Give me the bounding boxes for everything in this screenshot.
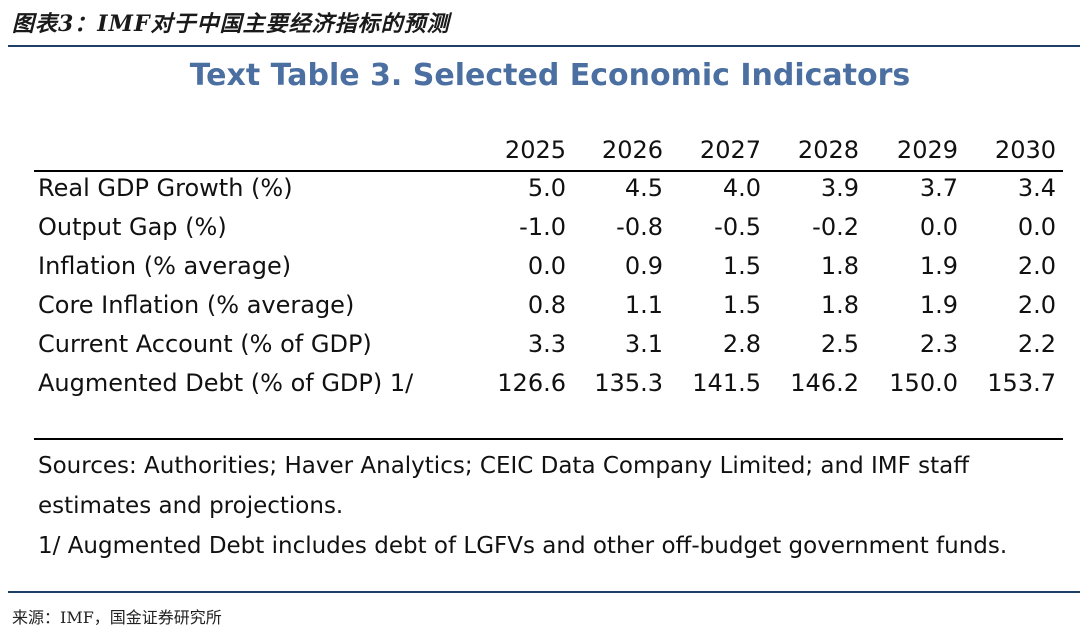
table-cell: 1.5 <box>722 252 761 280</box>
table-row: Output Gap (%) -1.0 -0.8 -0.5 -0.2 0.0 0… <box>0 213 1080 251</box>
table-cell: 135.3 <box>594 369 663 397</box>
row-label: Core Inflation (% average) <box>38 291 355 319</box>
table-cell: 3.4 <box>1017 174 1056 202</box>
table-cell: 146.2 <box>790 369 859 397</box>
table-cell: 126.6 <box>497 369 566 397</box>
footer-divider <box>34 438 1063 440</box>
table-cell: -0.8 <box>616 213 663 241</box>
year-header-row: 2025 2026 2027 2028 2029 2030 <box>0 136 1080 168</box>
year-header: 2028 <box>797 136 859 164</box>
row-label: Output Gap (%) <box>38 213 227 241</box>
table-cell: 4.0 <box>722 174 761 202</box>
figure-source: 来源：IMF，国金证券研究所 <box>12 608 222 627</box>
table-cell: 0.0 <box>527 252 566 280</box>
table-row: Current Account (% of GDP) 3.3 3.1 2.8 2… <box>0 330 1080 368</box>
table-title: Text Table 3. Selected Economic Indicato… <box>189 58 911 93</box>
row-label: Real GDP Growth (%) <box>38 174 293 202</box>
table-cell: 3.1 <box>624 330 663 358</box>
table-notes: Sources: Authorities; Haver Analytics; C… <box>38 446 1068 566</box>
table-cell: 153.7 <box>987 369 1056 397</box>
table-cell: -0.2 <box>812 213 859 241</box>
top-rule <box>8 45 1080 47</box>
table-cell: 0.0 <box>1017 213 1056 241</box>
header-divider <box>34 170 1063 172</box>
row-label: Inflation (% average) <box>38 252 292 280</box>
year-header: 2026 <box>601 136 663 164</box>
table-cell: 2.2 <box>1017 330 1056 358</box>
note-line: 1/ Augmented Debt includes debt of LGFVs… <box>38 533 1008 559</box>
table-cell: 3.9 <box>820 174 859 202</box>
table-cell: 0.0 <box>919 213 958 241</box>
table-cell: 3.7 <box>919 174 958 202</box>
table-cell: 1.9 <box>919 252 958 280</box>
table-row: Real GDP Growth (%) 5.0 4.5 4.0 3.9 3.7 … <box>0 174 1080 212</box>
figure-caption: 图表3：IMF对于中国主要经济指标的预测 <box>12 11 450 37</box>
year-header: 2027 <box>699 136 761 164</box>
table-cell: 2.5 <box>820 330 859 358</box>
table-cell: 2.3 <box>919 330 958 358</box>
year-header: 2029 <box>896 136 958 164</box>
table-cell: 0.9 <box>624 252 663 280</box>
table-cell: 5.0 <box>527 174 566 202</box>
table-cell: 0.8 <box>527 291 566 319</box>
table-cell: 1.1 <box>624 291 663 319</box>
table-row: Core Inflation (% average) 0.8 1.1 1.5 1… <box>0 291 1080 329</box>
table-cell: 4.5 <box>624 174 663 202</box>
table-row: Augmented Debt (% of GDP) 1/ 126.6 135.3… <box>0 369 1080 407</box>
table-cell: -0.5 <box>714 213 761 241</box>
table-cell: -1.0 <box>519 213 566 241</box>
table-cell: 2.8 <box>722 330 761 358</box>
row-label: Augmented Debt (% of GDP) 1/ <box>38 369 414 397</box>
row-label: Current Account (% of GDP) <box>38 330 372 358</box>
year-header: 2025 <box>504 136 566 164</box>
table-cell: 141.5 <box>692 369 761 397</box>
table-cell: 1.8 <box>820 252 859 280</box>
table-cell: 1.5 <box>722 291 761 319</box>
year-header: 2030 <box>994 136 1056 164</box>
bottom-rule <box>8 591 1080 593</box>
table-cell: 1.9 <box>919 291 958 319</box>
table-cell: 3.3 <box>527 330 566 358</box>
table-cell: 2.0 <box>1017 252 1056 280</box>
table-cell: 150.0 <box>889 369 958 397</box>
table-cell: 2.0 <box>1017 291 1056 319</box>
note-line: estimates and projections. <box>38 493 344 519</box>
table-cell: 1.8 <box>820 291 859 319</box>
table-row: Inflation (% average) 0.0 0.9 1.5 1.8 1.… <box>0 252 1080 290</box>
note-line: Sources: Authorities; Haver Analytics; C… <box>38 453 970 479</box>
